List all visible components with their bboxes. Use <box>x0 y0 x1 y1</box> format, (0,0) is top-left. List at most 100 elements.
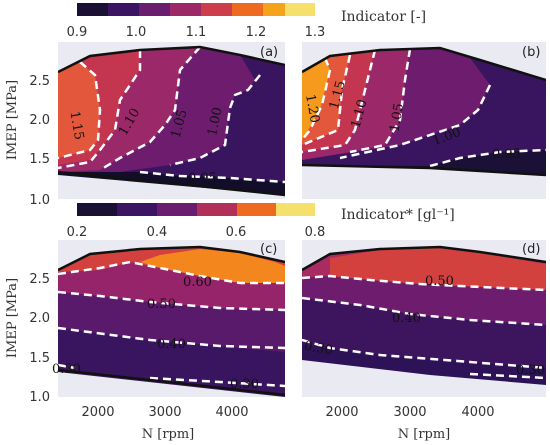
colorbar-bottom-seg-6 <box>276 203 315 216</box>
panel-d-boundary-top <box>302 245 546 272</box>
panel-c-boundary-bottom <box>58 368 285 397</box>
colorbar-top-label: Indicator [-] <box>341 9 426 25</box>
colorbar-bottom-tick-2: 0.6 <box>226 225 247 240</box>
panel-b: 1.20 1.15 1.10 1.05 1.00 0.95 (b) <box>302 42 546 199</box>
contour-label-d-040: 0.40 <box>392 311 421 326</box>
contour-label-c-050: 0.50 <box>147 297 176 312</box>
contour-label-a-100: 1.00 <box>205 106 226 137</box>
contour-label-b-095: 0.95 <box>492 147 521 162</box>
y-axis-label-bottom: IMEP [MPa] <box>5 278 20 358</box>
colorbar-bottom-tick-1: 0.4 <box>147 225 168 240</box>
contour-a-110 <box>58 50 142 170</box>
contour-c-050 <box>58 290 285 312</box>
panel-b-boundary-bottom <box>302 163 546 177</box>
panel-a-boundary-bottom <box>58 170 285 197</box>
colorbar-top-tick-1: 1.0 <box>126 25 147 40</box>
colorbar-top-seg-2 <box>108 3 139 16</box>
y-tick-bottom-3: 2.5 <box>29 272 50 287</box>
colorbar-top: 0.9 1.0 1.1 1.2 1.3 Indicator [-] <box>67 3 426 40</box>
y-tick-top-3: 2.5 <box>29 74 50 89</box>
panel-a-tag: (a) <box>260 45 278 60</box>
y-tick-bottom-2: 2.0 <box>29 311 50 326</box>
contour-d-030a <box>302 338 546 370</box>
contour-label-a-095: 0.95 <box>188 171 217 186</box>
contour-b-120 <box>302 57 332 141</box>
panel-c: 0.60 0.50 0.40 0.30 0.30 (c) <box>52 240 285 397</box>
x-tick-right-0: 2000 <box>325 405 358 420</box>
y-axis-label-top: IMEP [MPa] <box>5 80 20 160</box>
contour-d-050 <box>302 274 546 292</box>
panel-c-boundary-top <box>58 245 285 272</box>
panel-c-tag: (c) <box>260 242 277 257</box>
colorbar-top-seg-5 <box>201 3 232 16</box>
contour-b-115 <box>302 54 352 147</box>
colorbar-top-seg-3 <box>139 3 170 16</box>
contour-c-060 <box>58 260 285 285</box>
contour-label-b-105: 1.05 <box>387 102 407 133</box>
colorbar-top-seg-7 <box>263 3 285 16</box>
contour-a-100 <box>169 74 261 167</box>
panel-d-tag: (d) <box>522 242 540 257</box>
x-tick-right-2: 4000 <box>461 405 494 420</box>
contour-a-095 <box>139 170 285 184</box>
contour-b-110 <box>302 49 377 154</box>
panel-b-tag: (b) <box>522 45 540 60</box>
contour-label-b-120: 1.20 <box>302 93 322 124</box>
y-axis-top: 1.0 1.5 2.0 2.5 IMEP [MPa] <box>5 74 50 208</box>
panel-c-region-060 <box>140 249 285 283</box>
y-tick-top-1: 1.5 <box>29 152 50 167</box>
y-axis-bottom: 1.0 1.5 2.0 2.5 IMEP [MPa] <box>5 272 50 405</box>
y-tick-bottom-0: 1.0 <box>29 390 50 405</box>
colorbar-top-seg-6 <box>232 3 263 16</box>
contour-label-d-030a: 0.30 <box>303 339 334 359</box>
contour-a-115 <box>58 61 102 160</box>
x-tick-right-1: 3000 <box>393 405 426 420</box>
colorbar-top-seg-1 <box>77 3 108 16</box>
colorbar-bottom-seg-3 <box>157 203 197 216</box>
contour-b-100 <box>339 84 492 160</box>
y-tick-top-0: 1.0 <box>29 193 50 208</box>
contour-c-040 <box>58 326 285 350</box>
contour-label-a-115: 1.15 <box>66 110 86 141</box>
panel-b-boundary-top <box>302 46 546 82</box>
panel-a-region-115 <box>58 62 100 158</box>
colorbar-top-tick-2: 1.1 <box>186 25 207 40</box>
colorbar-top-tick-4: 1.3 <box>305 25 326 40</box>
contour-c-030a <box>58 363 76 370</box>
colorbar-top-seg-8 <box>285 3 315 16</box>
x-tick-left-2: 4000 <box>215 405 248 420</box>
x-tick-left-0: 2000 <box>81 405 114 420</box>
colorbar-bottom-label: Indicator* [gl⁻¹] <box>341 207 455 223</box>
panel-a: 1.15 1.10 1.05 1.00 0.95 (a) <box>58 42 285 199</box>
y-tick-top-2: 2.0 <box>29 113 50 128</box>
x-axis-left: 2000 3000 4000 N [rpm] <box>81 405 248 442</box>
contour-label-c-060: 0.60 <box>183 275 212 290</box>
x-axis-right: 2000 3000 4000 N [rpm] <box>325 405 494 442</box>
contour-label-b-110: 1.10 <box>349 98 371 130</box>
colorbar-bottom-tick-0: 0.2 <box>67 225 88 240</box>
colorbar-bottom-seg-5 <box>237 203 276 216</box>
contour-label-c-030b: 0.30 <box>230 377 259 392</box>
x-tick-left-1: 3000 <box>148 405 181 420</box>
contour-c-030b <box>149 376 285 388</box>
colorbar-top-tick-3: 1.2 <box>246 25 267 40</box>
contour-label-c-030a: 0.30 <box>52 362 81 377</box>
contour-b-095 <box>429 148 546 168</box>
x-axis-label-right: N [rpm] <box>398 427 451 442</box>
contour-b-105 <box>349 48 412 154</box>
panel-d: 0.50 0.40 0.30 0.30 (d) <box>302 240 546 397</box>
contour-label-b-115: 1.15 <box>327 79 349 111</box>
x-axis-label-left: N [rpm] <box>142 427 195 442</box>
panel-b-region-120 <box>302 58 330 140</box>
y-tick-bottom-1: 1.5 <box>29 351 50 366</box>
contour-label-a-105: 1.05 <box>169 108 191 140</box>
panel-a-boundary-top <box>58 45 285 74</box>
colorbar-bottom-seg-4 <box>197 203 237 216</box>
panel-d-region-060 <box>330 248 546 290</box>
colorbar-bottom: 0.2 0.4 0.6 0.8 Indicator* [gl⁻¹] <box>67 203 455 240</box>
colorbar-bottom-seg-2 <box>117 203 157 216</box>
contour-a-105 <box>99 46 201 172</box>
contour-label-c-040: 0.40 <box>157 337 186 352</box>
contour-label-d-050: 0.50 <box>425 274 454 289</box>
